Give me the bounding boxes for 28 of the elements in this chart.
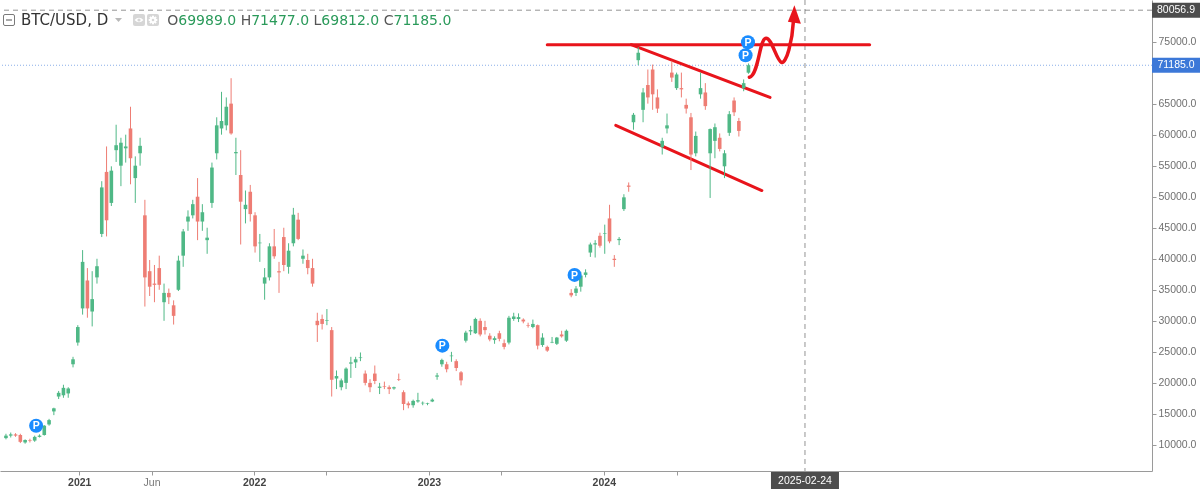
ref-line-label: 80056.9 [1157, 3, 1196, 16]
y-tick-label: 20000.0 [1158, 376, 1197, 389]
y-tick-label: 35000.0 [1158, 283, 1197, 296]
y-tick-label: 30000.0 [1158, 314, 1197, 327]
y-tick-label: 60000.0 [1158, 128, 1197, 141]
y-tick-label: 45000.0 [1158, 221, 1197, 234]
x-tick-label: 2022 [242, 475, 267, 488]
x-tick-label: Jun [143, 475, 161, 488]
y-tick-label: 15000.0 [1158, 407, 1197, 420]
y-tick-label: 65000.0 [1158, 97, 1197, 110]
x-tick-label: 2021 [68, 475, 92, 488]
x-tick-label: 2024 [592, 475, 617, 488]
y-tick-label: 55000.0 [1158, 159, 1197, 172]
x-tick-label: 2023 [417, 475, 442, 488]
annotation: P [438, 339, 446, 352]
y-tick-label: 25000.0 [1158, 345, 1197, 358]
annotation: P [742, 49, 750, 62]
y-tick-label: 75000.0 [1158, 35, 1197, 48]
ref-line-label: 71185.0 [1157, 58, 1195, 71]
text: O69989.0 H71477.0 L69812.0 C71185.0 [167, 12, 452, 28]
text: BTC/USD, D [21, 11, 109, 29]
y-tick-label: 50000.0 [1158, 190, 1197, 203]
ref-line-label: 2025-02-24 [778, 473, 832, 486]
y-tick-label: 40000.0 [1158, 252, 1197, 265]
annotation: P [744, 36, 752, 48]
annotation: P [32, 419, 40, 432]
y-tick-label: 10000.0 [1158, 438, 1197, 451]
annotation: P [571, 268, 579, 281]
